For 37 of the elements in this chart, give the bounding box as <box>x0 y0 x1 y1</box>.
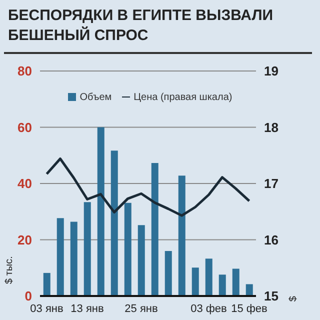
bar <box>218 274 226 296</box>
x-tick-label: 13 янв <box>70 302 104 315</box>
y2-tick-label: 16 <box>264 232 278 248</box>
y-tick-label: 80 <box>18 64 32 79</box>
y2-tick-label: 18 <box>264 120 278 135</box>
x-tick-label: 15 фев <box>231 302 268 315</box>
y-tick-label: 60 <box>18 120 32 135</box>
bar <box>84 202 91 296</box>
bar <box>178 176 186 296</box>
bar <box>110 150 118 296</box>
y2-axis-title: $ <box>288 296 299 302</box>
bar <box>56 218 64 296</box>
bar <box>164 251 172 296</box>
legend-label: Объем <box>80 92 112 103</box>
y2-tick-label: 17 <box>264 176 278 192</box>
chart-title: БЕСПОРЯДКИ В ЕГИПТЕ ВЫЗВАЛИ БЕШЕНЫЙ СПРОС <box>8 6 274 46</box>
x-tick-label: 25 янв <box>124 302 158 315</box>
bar <box>151 162 158 296</box>
x-tick-label: 03 янв <box>30 302 64 315</box>
x-tick-label: 03 фев <box>190 302 228 315</box>
bar <box>124 202 132 296</box>
bar <box>97 127 104 296</box>
y2-tick-label: 19 <box>264 64 278 79</box>
bar <box>138 225 145 296</box>
bar <box>205 258 212 296</box>
y-tick-label: 40 <box>18 176 32 192</box>
y-axis-title: $ тыс. <box>4 256 15 284</box>
y-tick-label: 20 <box>18 232 32 248</box>
line-series <box>46 158 250 217</box>
bar <box>192 268 199 296</box>
y-tick-label: 0 <box>24 288 32 304</box>
bar <box>43 272 50 296</box>
y2-tick-label: 15 <box>264 288 278 304</box>
legend-label: Цена (правая шкала) <box>134 92 232 103</box>
bar <box>246 284 253 296</box>
bar <box>232 268 240 296</box>
bar <box>70 222 78 296</box>
